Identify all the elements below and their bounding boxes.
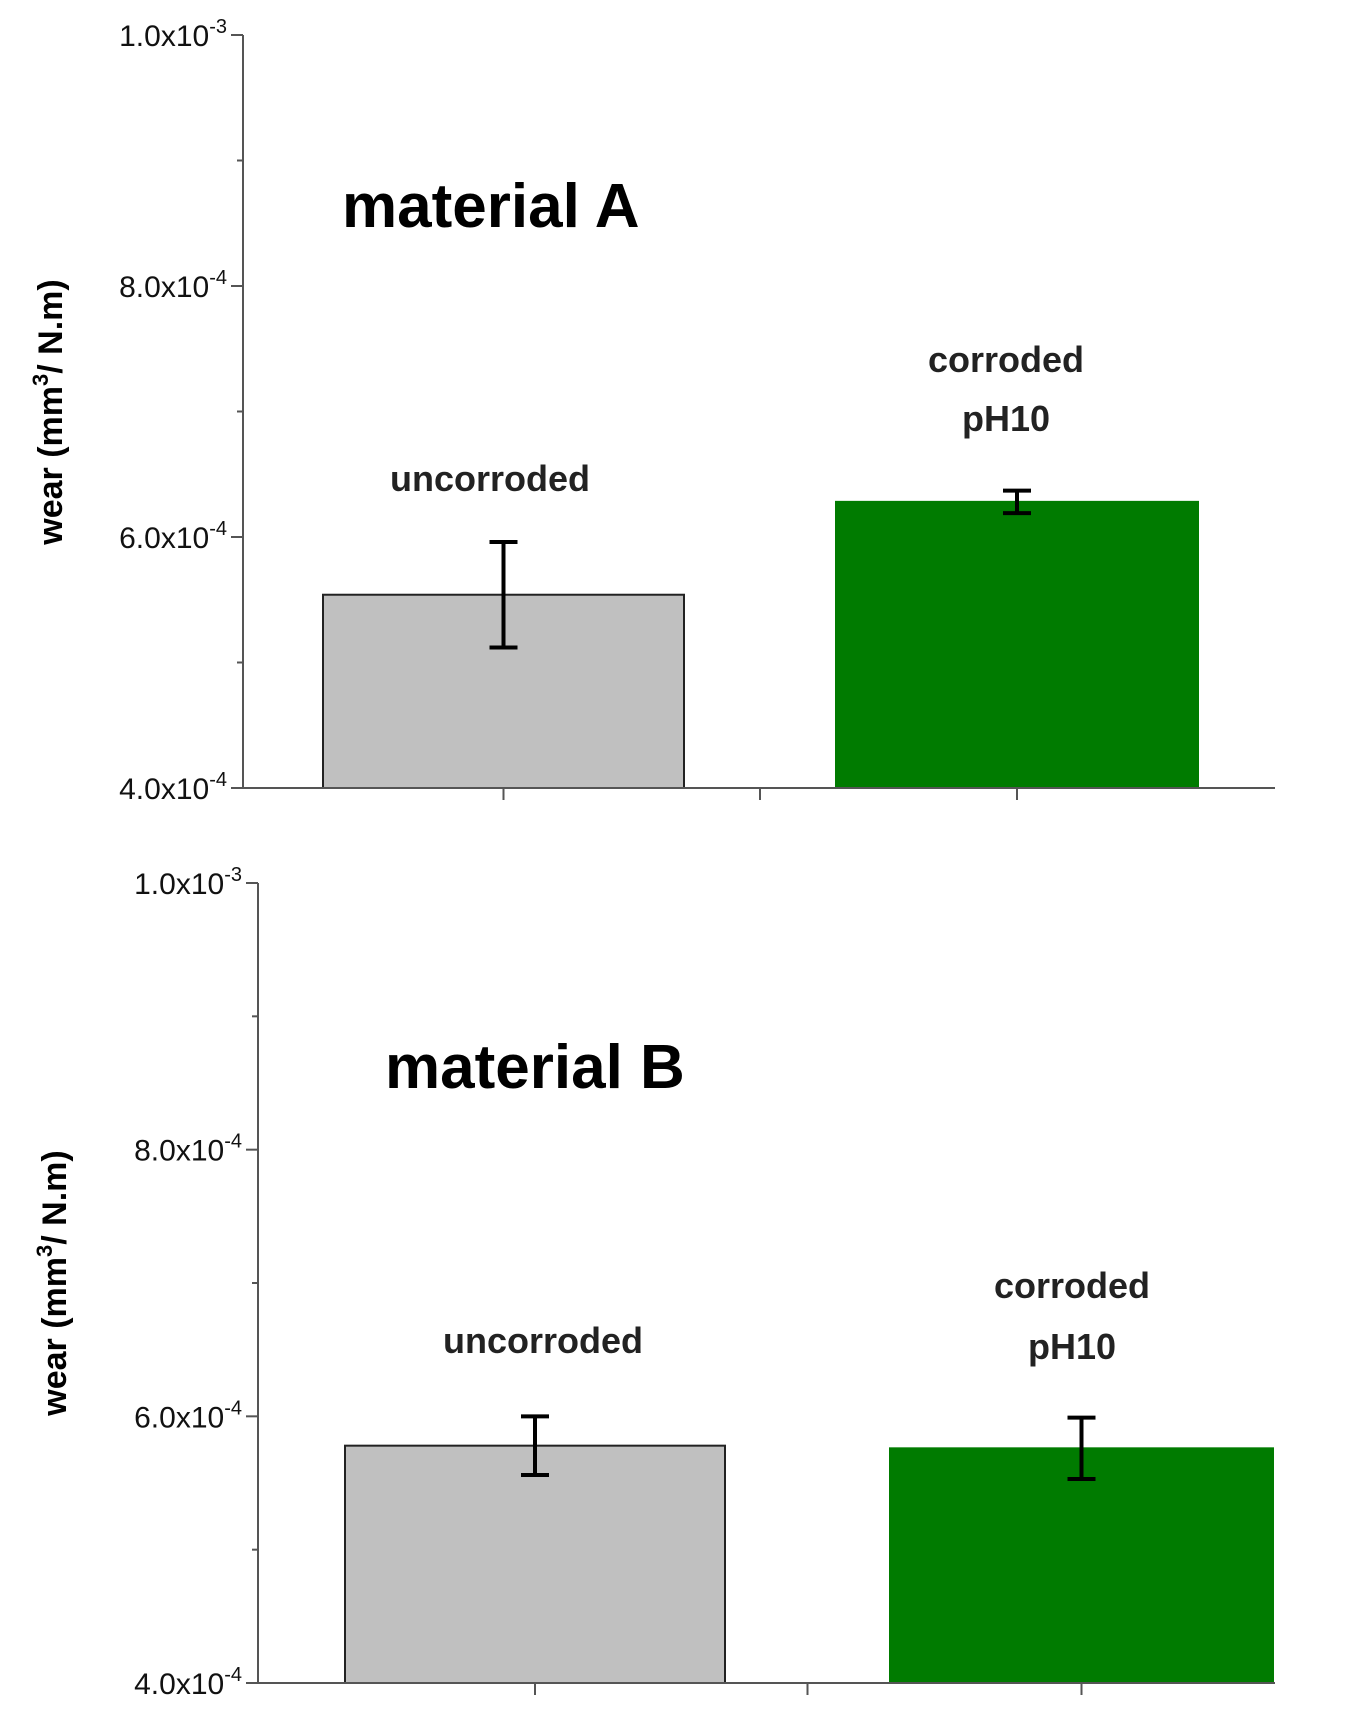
y-tick-label-1-4: 4.0x10-4 [119, 769, 227, 806]
error-bar-2-2 [1067, 1415, 1096, 1481]
category-label-1-2-1: corroded [928, 339, 1084, 380]
error-bar-1-1 [489, 540, 518, 650]
y-tick-label-2-4: 4.0x10-4 [134, 1664, 242, 1701]
panel-title-2: material B [385, 1033, 685, 1102]
chart-panel-1: 1.0x10-3 8.0x10-4 6.0x10-4 4.0x10-4 wear (mm… [28, 16, 1275, 806]
bar-2-1 [344, 1444, 726, 1684]
category-label-2-2-1: corroded [994, 1265, 1150, 1306]
y-tick-label-2-3: 6.0x10-4 [134, 1397, 242, 1434]
category-label-2-1-1: uncorroded [443, 1320, 643, 1361]
y-tick-label-1-1: 1.0x10-3 [119, 16, 227, 53]
bar-1-2 [835, 500, 1199, 789]
error-bar-2-1 [521, 1414, 549, 1477]
error-bar-1-2 [1003, 488, 1031, 516]
y-axis-label-1: wear (mm3/ N.m) [28, 279, 70, 545]
y-axis-label-2: wear (mm3/ N.m) [32, 1150, 74, 1416]
category-label-1-2-2: pH10 [962, 398, 1050, 439]
y-tick-label-2-1: 1.0x10-3 [134, 864, 242, 901]
y-tick-label-1-3: 6.0x10-4 [119, 518, 227, 555]
panel-title-1: material A [342, 172, 640, 241]
y-tick-label-1-2: 8.0x10-4 [119, 267, 227, 304]
y-tick-label-2-2: 8.0x10-4 [134, 1131, 242, 1168]
category-label-2-2-2: pH10 [1028, 1326, 1116, 1367]
bar-2-2 [889, 1447, 1274, 1685]
chart-panel-2: 1.0x10-3 8.0x10-4 6.0x10-4 4.0x10-4 wear (mm… [32, 864, 1275, 1701]
category-label-1-1-1: uncorroded [390, 458, 590, 499]
